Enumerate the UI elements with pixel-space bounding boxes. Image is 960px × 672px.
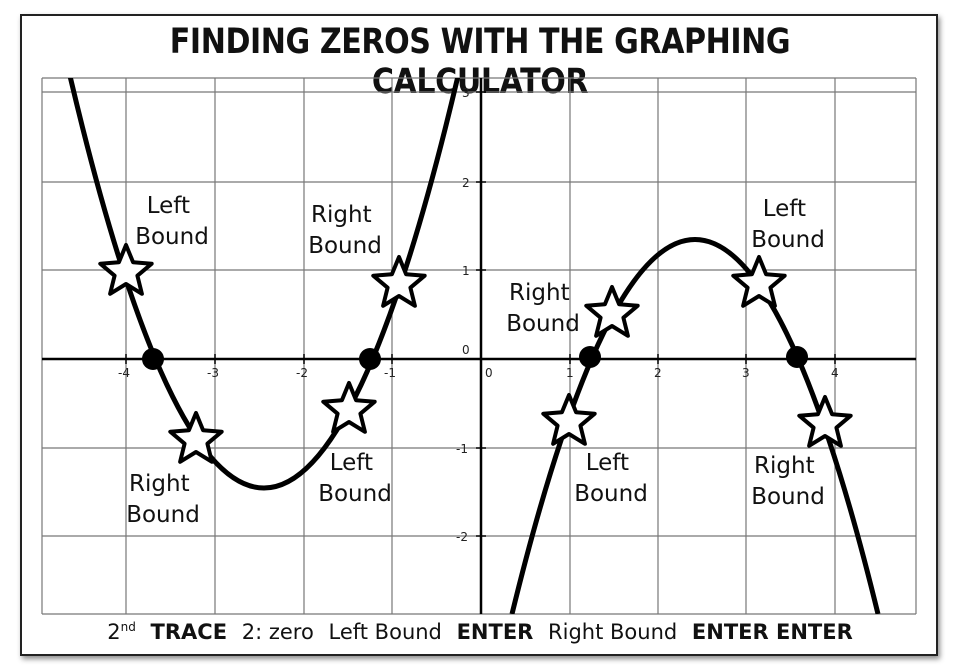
y-tick-label: 3	[462, 86, 470, 100]
star-icon	[168, 411, 224, 464]
star-icon	[584, 285, 640, 338]
x-tick-label: -3	[207, 366, 219, 380]
bound-label: Left Bound	[135, 193, 209, 250]
footer-key-trace: TRACE	[150, 620, 228, 644]
footer-step-left-bound: Left Bound	[328, 620, 442, 644]
footer-step-right-bound: Right Bound	[548, 620, 678, 644]
y-tick-label: 0	[462, 343, 470, 357]
bound-label: Right Bound	[126, 471, 200, 528]
zero-dot	[579, 346, 601, 368]
x-tick-label: -1	[384, 366, 396, 380]
zero-dot	[786, 346, 808, 368]
curves	[67, 78, 881, 614]
y-tick-label: -2	[456, 530, 468, 544]
tick-labels: -4 -3 -2 -1 0 1 2 3 4 3 2 1 0 -1 -2	[118, 86, 839, 544]
footer-key-enter: ENTER	[456, 620, 534, 644]
x-tick-label: -2	[296, 366, 308, 380]
star-icon	[797, 395, 853, 448]
star-icon	[98, 243, 154, 296]
bound-label: Right Bound	[506, 280, 580, 337]
star-icon	[371, 255, 427, 308]
bound-label: Left Bound	[751, 196, 825, 253]
footer-key-2nd: 2nd	[107, 620, 136, 644]
x-tick-label: 1	[566, 366, 574, 380]
x-tick-marks	[125, 91, 836, 537]
zero-dot	[142, 348, 164, 370]
zero-dot	[359, 348, 381, 370]
grid	[41, 77, 917, 615]
bound-label: Right Bound	[751, 453, 825, 510]
y-tick-label: -1	[456, 442, 468, 456]
x-tick-label: 3	[742, 366, 750, 380]
keystroke-instructions: 2nd TRACE 2: zero Left Bound ENTER Right…	[0, 620, 960, 644]
footer-step-zero: 2: zero	[241, 620, 314, 644]
axes	[42, 78, 916, 614]
bound-label: Right Bound	[308, 202, 382, 259]
x-tick-label: -4	[118, 366, 130, 380]
x-tick-label: 2	[654, 366, 662, 380]
bound-label: Left Bound	[574, 450, 648, 507]
star-icon	[321, 381, 377, 434]
bound-labels: Left Bound Right Bound Right Bound Left …	[126, 193, 825, 528]
bound-label: Left Bound	[318, 450, 392, 507]
y-tick-label: 2	[462, 176, 470, 190]
zero-points	[142, 346, 808, 370]
footer-key-enter-enter: ENTER ENTER	[691, 620, 853, 644]
x-tick-label: 4	[831, 366, 839, 380]
page-title: FINDING ZEROS WITH THE GRAPHING CALCULAT…	[169, 22, 791, 102]
bound-stars	[98, 243, 853, 464]
y-tick-label: 1	[462, 264, 470, 278]
star-icon	[541, 393, 597, 446]
x-tick-label: 0	[485, 366, 493, 380]
star-icon	[731, 255, 787, 308]
